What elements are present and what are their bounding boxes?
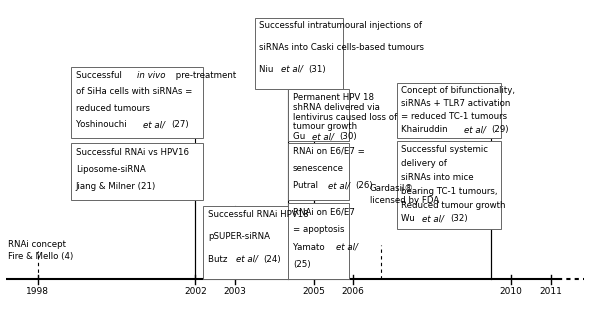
Text: (31): (31) [309, 64, 326, 74]
Bar [203, 206, 288, 280]
Text: tumour growth: tumour growth [293, 122, 357, 132]
Text: et al/: et al/ [422, 214, 444, 224]
Text: pSUPER-siRNA: pSUPER-siRNA [208, 232, 270, 241]
Text: (26): (26) [356, 181, 373, 191]
Bar [397, 83, 501, 138]
Text: et al/: et al/ [328, 181, 350, 191]
Bar [288, 203, 349, 280]
Text: Successful RNAi vs HPV16: Successful RNAi vs HPV16 [76, 148, 189, 157]
Text: Niu: Niu [259, 64, 277, 74]
Text: siRNAs + TLR7 activation: siRNAs + TLR7 activation [401, 99, 511, 108]
Text: et al/: et al/ [336, 243, 358, 251]
Text: (30): (30) [340, 132, 357, 141]
Text: delivery of: delivery of [401, 159, 447, 168]
Text: et al/: et al/ [312, 132, 334, 141]
Text: siRNAs into Caski cells-based tumours: siRNAs into Caski cells-based tumours [259, 43, 424, 52]
Bar [288, 89, 349, 141]
Text: Gu: Gu [293, 132, 308, 141]
Text: lentivirus caused loss of: lentivirus caused loss of [293, 112, 397, 122]
Text: RNAi on E6/E7: RNAi on E6/E7 [293, 207, 355, 216]
Text: et al/: et al/ [236, 255, 258, 263]
Text: (27): (27) [171, 121, 188, 129]
Text: Gardasil®: Gardasil® [370, 184, 414, 193]
Text: Concept of bifunctionality,: Concept of bifunctionality, [401, 87, 516, 96]
Text: 2002: 2002 [184, 287, 207, 296]
Text: et al/: et al/ [143, 121, 165, 129]
Text: (29): (29) [492, 125, 509, 134]
Text: Liposome-siRNA: Liposome-siRNA [76, 165, 145, 174]
Text: RNAi concept: RNAi concept [8, 240, 66, 249]
Text: Successful systemic: Successful systemic [401, 145, 488, 154]
Text: Successful: Successful [76, 71, 125, 80]
Text: senescence: senescence [293, 164, 344, 173]
Text: Khairuddin: Khairuddin [401, 125, 451, 134]
Bar [397, 141, 501, 229]
Bar [254, 17, 343, 89]
Text: Yamato: Yamato [293, 243, 327, 251]
Text: 2011: 2011 [539, 287, 562, 296]
Text: Fire & Mello (4): Fire & Mello (4) [8, 252, 73, 261]
Text: (25): (25) [293, 260, 311, 269]
Text: shRNA delivered via: shRNA delivered via [293, 103, 380, 112]
Text: 2003: 2003 [224, 287, 246, 296]
Text: licensed by FDA: licensed by FDA [370, 196, 439, 205]
Text: bearing TC-1 tumours,: bearing TC-1 tumours, [401, 187, 498, 196]
Text: Successful intratumoural injections of: Successful intratumoural injections of [259, 21, 423, 30]
Text: 2010: 2010 [499, 287, 523, 296]
Text: RNAi on E6/E7 =: RNAi on E6/E7 = [293, 147, 365, 156]
Text: = reduced TC-1 tumours: = reduced TC-1 tumours [401, 112, 508, 121]
Text: (32): (32) [450, 214, 467, 224]
Bar [71, 143, 203, 200]
Text: Butz: Butz [208, 255, 230, 263]
Text: Putral: Putral [293, 181, 321, 191]
Text: pre-treatment: pre-treatment [173, 71, 237, 80]
Text: in vivo: in vivo [137, 71, 166, 80]
Text: = apoptosis: = apoptosis [293, 225, 344, 234]
Text: Jiang & Milner (21): Jiang & Milner (21) [76, 182, 156, 191]
Text: Wu: Wu [401, 214, 418, 224]
Text: Yoshinouchi: Yoshinouchi [76, 121, 129, 129]
Text: et al/: et al/ [464, 125, 486, 134]
Text: Successful RNAi HPV18: Successful RNAi HPV18 [208, 210, 309, 219]
Text: 2006: 2006 [342, 287, 365, 296]
Bar [71, 67, 203, 138]
Text: siRNAs into mice: siRNAs into mice [401, 173, 474, 182]
Text: Reduced tumour growth: Reduced tumour growth [401, 201, 506, 210]
Text: (24): (24) [263, 255, 281, 263]
Text: reduced tumours: reduced tumours [76, 104, 150, 113]
Text: Permanent HPV 18: Permanent HPV 18 [293, 93, 374, 102]
Text: 1998: 1998 [26, 287, 49, 296]
Text: 2005: 2005 [302, 287, 325, 296]
Bar [288, 143, 349, 200]
Text: of SiHa cells with siRNAs =: of SiHa cells with siRNAs = [76, 87, 192, 96]
Text: et al/: et al/ [281, 64, 303, 74]
